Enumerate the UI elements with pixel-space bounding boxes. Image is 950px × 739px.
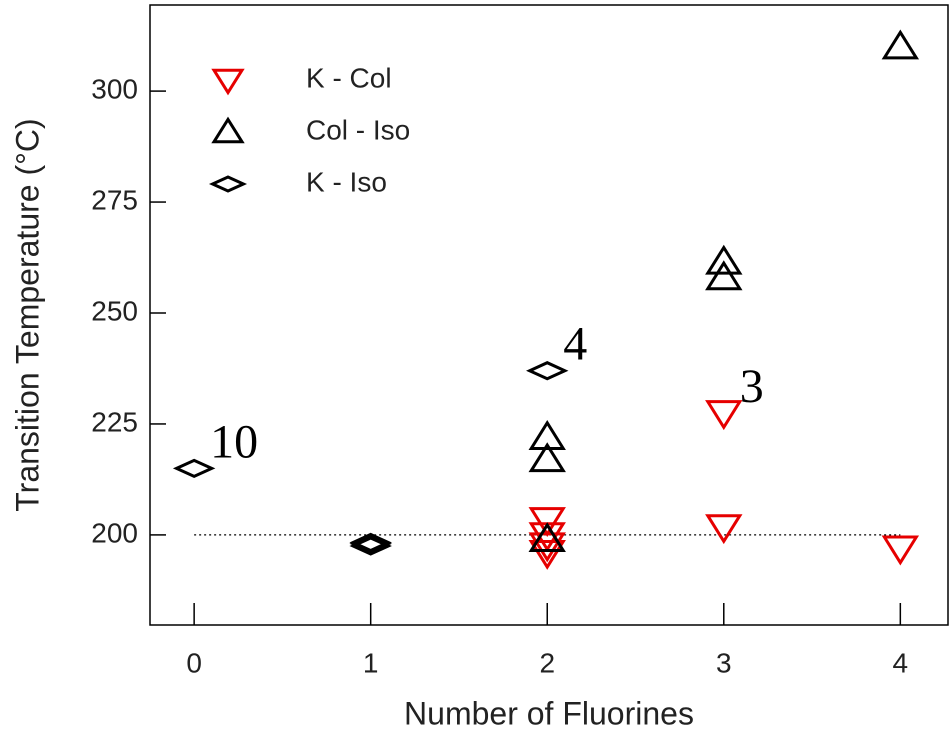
marker	[528, 442, 566, 473]
marker	[705, 244, 743, 275]
legend-label: Col - Iso	[306, 114, 410, 145]
marker	[705, 514, 743, 545]
y-tick-label: 275	[91, 184, 138, 215]
marker	[526, 361, 569, 381]
annotation: 3	[740, 360, 764, 413]
legend-label: K - Col	[306, 62, 392, 93]
marker	[528, 522, 566, 553]
legend-marker	[211, 68, 245, 96]
y-tick-label: 200	[91, 517, 138, 548]
x-tick-label: 4	[893, 647, 909, 678]
annotation: 4	[563, 318, 587, 371]
marker	[528, 507, 566, 538]
x-tick-label: 2	[539, 647, 555, 678]
marker	[881, 535, 920, 566]
marker	[528, 420, 566, 450]
plot-frame	[149, 4, 949, 626]
marker	[349, 532, 392, 553]
legend-marker	[211, 116, 245, 144]
y-axis-label: Transition Temperature (°C)	[9, 118, 45, 511]
x-axis-label: Number of Fluorines	[404, 695, 694, 731]
marker	[528, 532, 566, 563]
y-tick-label: 300	[91, 73, 138, 104]
y-tick-label: 250	[91, 295, 138, 326]
x-tick-label: 1	[363, 647, 379, 678]
annotation: 10	[210, 415, 258, 468]
marker	[881, 29, 920, 60]
x-tick-label: 0	[186, 647, 202, 678]
marker	[528, 539, 566, 570]
y-tick-label: 225	[91, 406, 138, 437]
marker	[349, 536, 392, 556]
marker	[705, 260, 743, 291]
marker	[172, 458, 216, 478]
legend-label: K - Iso	[306, 166, 387, 197]
marker	[705, 400, 743, 431]
x-tick-label: 3	[716, 647, 732, 678]
legend-marker	[208, 175, 248, 193]
